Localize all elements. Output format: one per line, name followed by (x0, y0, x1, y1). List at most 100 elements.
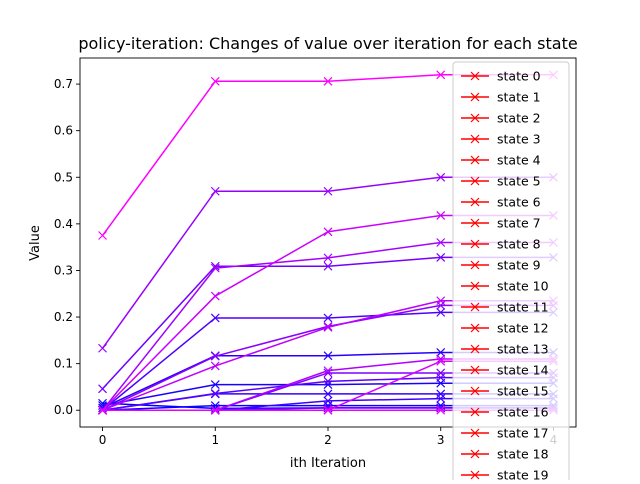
data-point (436, 307, 446, 317)
legend-label: state 8 (497, 237, 541, 252)
legend-marker (470, 449, 480, 459)
data-point (323, 76, 333, 86)
legend-marker (470, 197, 480, 207)
legend-label: state 19 (497, 468, 549, 481)
chart-title: policy-iteration: Changes of value over … (78, 34, 577, 53)
legend-entry-18: state 18 (461, 447, 549, 462)
legend-marker (470, 218, 480, 228)
y-tick-label: 0.3 (54, 263, 73, 277)
data-point (323, 261, 333, 271)
data-point (436, 356, 446, 366)
legend-label: state 0 (497, 69, 541, 84)
legend-entry-5: state 5 (461, 174, 541, 189)
legend-label: state 12 (497, 321, 549, 336)
data-point (323, 313, 333, 323)
legend-label: state 6 (497, 195, 541, 210)
legend-entry-3: state 3 (461, 132, 541, 147)
data-point (210, 186, 220, 196)
y-tick-label: 0.1 (54, 357, 73, 371)
legend-marker (470, 92, 480, 102)
legend-marker (470, 260, 480, 270)
legend-marker (470, 407, 480, 417)
legend-marker (470, 281, 480, 291)
legend-label: state 13 (497, 342, 549, 357)
data-point (323, 389, 333, 399)
legend-entry-7: state 7 (461, 216, 541, 231)
data-point (210, 76, 220, 86)
data-point (323, 186, 333, 196)
legend-entry-9: state 9 (461, 258, 541, 273)
data-point (98, 384, 107, 394)
legend-label: state 11 (497, 300, 549, 315)
legend-marker (470, 323, 480, 333)
legend-marker (470, 428, 480, 438)
legend-label: state 18 (497, 447, 549, 462)
y-tick-label: 0.2 (54, 310, 73, 324)
legend-marker (470, 365, 480, 375)
legend: state 0 state 1 state 2 state 3 state 4 state… (452, 61, 570, 484)
legend-label: state 15 (497, 384, 549, 399)
data-point (210, 351, 220, 361)
data-point (323, 396, 333, 406)
y-axis-label: Value (28, 225, 43, 261)
data-point (323, 376, 333, 386)
legend-marker (470, 344, 480, 354)
data-point (436, 405, 446, 415)
x-tick-label: 3 (437, 433, 445, 447)
legend-marker (470, 71, 480, 81)
legend-entry-19: state 19 (461, 468, 549, 483)
data-point (436, 348, 446, 357)
x-axis-label: ith Iteration (290, 456, 366, 471)
legend-label: state 10 (497, 279, 549, 294)
x-tick-label: 0 (99, 433, 107, 447)
x-tick-label: 1 (211, 433, 219, 447)
data-point (323, 351, 333, 361)
legend-label: state 5 (497, 174, 541, 189)
data-point (436, 394, 446, 404)
legend-label: state 17 (497, 426, 549, 441)
legend-entry-12: state 12 (461, 321, 549, 336)
data-point (323, 321, 333, 331)
data-point (210, 263, 220, 273)
legend-label: state 7 (497, 216, 541, 231)
legend-entry-2: state 2 (461, 111, 541, 126)
legend-label: state 14 (497, 363, 549, 378)
y-tick-label: 0.4 (54, 217, 73, 231)
data-point (98, 231, 107, 240)
legend-marker (470, 176, 480, 186)
legend-marker (470, 302, 480, 312)
legend-box (452, 61, 570, 484)
data-point (436, 296, 446, 306)
data-point (210, 380, 220, 390)
legend-marker (470, 155, 480, 165)
data-point (323, 227, 333, 237)
legend-entry-0: state 0 (461, 69, 541, 84)
data-point (210, 291, 220, 301)
y-tick-label: 0.5 (54, 170, 73, 184)
legend-entry-15: state 15 (461, 384, 549, 399)
legend-marker (470, 470, 480, 480)
legend-label: state 2 (497, 111, 541, 126)
y-tick-label: 0.6 (54, 124, 73, 138)
legend-entry-8: state 8 (461, 237, 541, 252)
data-point (436, 368, 446, 378)
legend-entry-10: state 10 (461, 279, 549, 294)
data-point (323, 405, 333, 415)
legend-label: state 4 (497, 153, 541, 168)
data-point (98, 343, 107, 353)
data-point (323, 366, 333, 376)
legend-entry-4: state 4 (461, 153, 541, 168)
data-point (323, 253, 333, 263)
data-point (436, 70, 446, 80)
legend-entry-13: state 13 (461, 342, 549, 357)
legend-marker (470, 134, 480, 144)
legend-label: state 16 (497, 405, 549, 420)
legend-entry-14: state 14 (461, 363, 549, 378)
legend-label: state 9 (497, 258, 541, 273)
x-tick-label: 2 (324, 433, 332, 447)
legend-marker (470, 386, 480, 396)
legend-label: state 3 (497, 132, 541, 147)
legend-marker (470, 239, 480, 249)
